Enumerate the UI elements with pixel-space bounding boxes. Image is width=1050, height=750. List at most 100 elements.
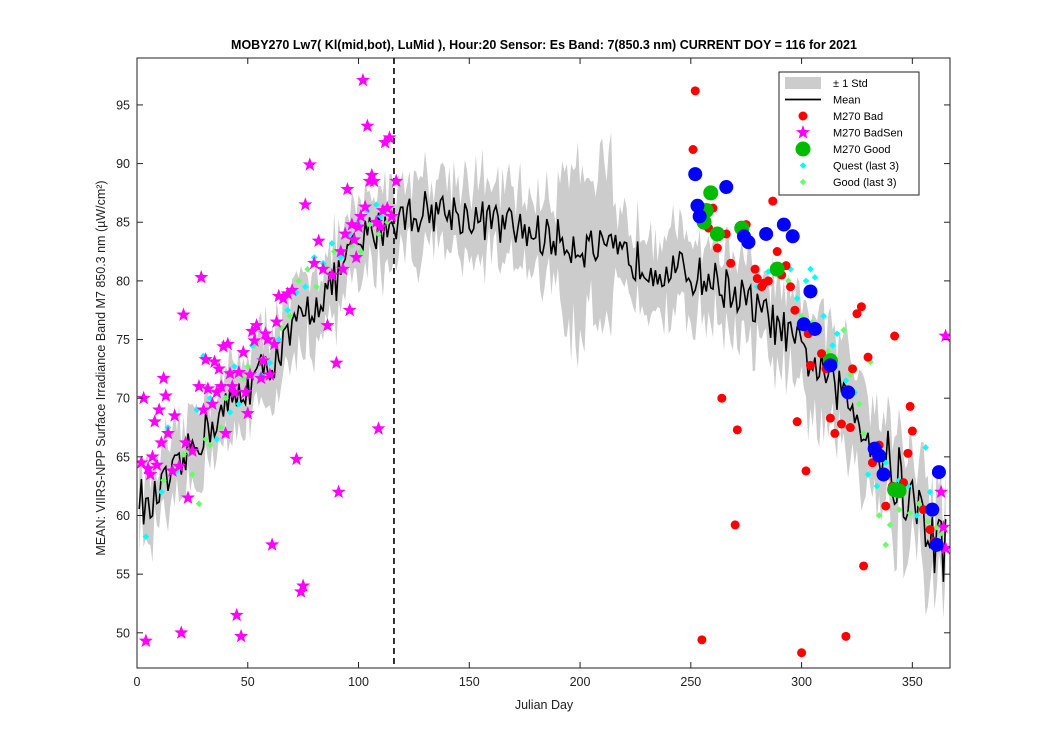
data-point-badsen — [240, 405, 255, 420]
data-point-good — [703, 185, 719, 201]
data-point-badsen — [371, 421, 386, 435]
data-point-badsen — [137, 455, 149, 469]
data-point-badsen — [316, 261, 331, 276]
data-point-badsen — [258, 326, 273, 340]
data-point-goodlast — [244, 363, 252, 370]
x-tick-label: 300 — [791, 675, 812, 689]
legend-marker — [798, 111, 808, 121]
data-point-badsen — [298, 197, 313, 211]
data-point-blue — [796, 317, 811, 332]
x-tick-label: 250 — [680, 675, 701, 689]
data-point-bad — [903, 448, 913, 458]
data-point-badsen — [238, 384, 253, 399]
legend-item-good: M270 Good — [795, 141, 890, 157]
data-point-bad — [717, 393, 727, 403]
x-tick-label: 350 — [902, 675, 923, 689]
data-point-badsen — [360, 118, 375, 133]
data-point-quest — [842, 377, 850, 384]
x-axis-label: Julian Day — [515, 698, 574, 712]
data-point-quest — [829, 342, 836, 349]
legend-marker — [795, 141, 811, 157]
data-point-bad — [752, 274, 762, 284]
data-point-badsen — [185, 443, 200, 457]
data-point-badsen — [141, 461, 156, 475]
legend-item-quest: Quest (last 3) — [799, 161, 899, 173]
data-point-badsen — [269, 314, 284, 328]
data-point-good — [709, 226, 725, 242]
data-point-bad — [863, 352, 873, 362]
data-point-badsen — [389, 173, 404, 188]
data-point-badsen — [355, 72, 370, 87]
data-point-blue — [692, 209, 707, 224]
data-point-badsen — [262, 367, 277, 381]
data-point-badsen — [265, 537, 280, 551]
data-point-blue — [807, 321, 822, 336]
data-point-quest — [213, 435, 221, 443]
data-point-quest — [807, 265, 814, 273]
data-point-goodlast — [202, 435, 209, 443]
data-point-good — [891, 483, 907, 499]
data-point-badsen — [256, 353, 271, 367]
data-point-quest — [142, 533, 150, 540]
data-point-badsen — [200, 381, 215, 395]
chart-title: MOBY270 Lw7( Kl(mid,bot), LuMid ), Hour:… — [231, 38, 857, 52]
data-point-badsen — [147, 414, 162, 428]
data-point-quest — [820, 312, 828, 320]
data-point-blue — [841, 385, 856, 400]
data-point-badsen — [207, 354, 222, 368]
legend-item-std: ± 1 Std — [785, 77, 868, 90]
data-point-bad — [830, 428, 840, 438]
x-tick-label: 100 — [348, 675, 369, 689]
y-tick-label: 70 — [116, 392, 130, 406]
data-point-bad — [859, 561, 869, 571]
data-point-badsen — [145, 449, 160, 463]
data-point-quest — [337, 254, 345, 261]
data-point-goodlast — [313, 283, 320, 291]
data-point-quest — [226, 408, 234, 416]
legend-item-goodlast: Good (last 3) — [799, 177, 897, 189]
data-point-badsen — [340, 182, 355, 196]
data-point-bad — [805, 360, 815, 370]
data-point-badsen — [329, 355, 344, 370]
data-point-goodlast — [330, 248, 338, 255]
data-point-blue — [931, 465, 946, 480]
data-point-badsen — [380, 200, 395, 215]
data-point-blue — [876, 467, 891, 482]
data-point-bad — [690, 86, 700, 96]
data-point-quest — [275, 336, 283, 343]
plot-content — [137, 58, 950, 668]
data-point-blue — [690, 198, 705, 213]
data-point-badsen — [289, 451, 304, 466]
data-point-badsen — [220, 336, 235, 351]
data-point-goodlast — [286, 312, 294, 320]
data-point-goodlast — [886, 521, 894, 529]
legend-item-bad: M270 Bad — [798, 111, 883, 123]
data-point-goodlast — [384, 218, 391, 226]
data-point-badsen — [231, 365, 246, 379]
data-point-badsen — [242, 367, 258, 381]
data-point-badsen — [143, 467, 158, 481]
data-point-badsen — [225, 379, 240, 393]
data-point-goodlast — [217, 424, 225, 431]
data-point-goodlast — [304, 265, 311, 273]
data-point-goodlast — [180, 451, 187, 458]
data-point-goodlast — [375, 230, 382, 238]
data-point-bad — [792, 417, 802, 427]
data-point-goodlast — [840, 326, 847, 334]
data-point-badsen — [218, 426, 233, 440]
data-point-goodlast — [860, 430, 867, 437]
legend-label: M270 Good — [833, 144, 890, 156]
data-point-bad — [836, 419, 846, 429]
legend: ± 1 Std Mean M270 Bad M270 BadSen M270 Good Q… — [778, 71, 920, 196]
data-point-goodlast — [160, 477, 167, 484]
data-point-badsen — [311, 233, 326, 248]
legend-item-mean: Mean — [785, 95, 861, 107]
data-point-blue — [759, 226, 774, 241]
data-point-badsen — [245, 323, 260, 338]
data-point-good — [769, 261, 785, 277]
legend-label: M270 BadSen — [833, 128, 903, 140]
data-point-blue — [803, 284, 818, 299]
data-point-badsen — [285, 282, 300, 297]
data-point-badsen — [267, 336, 282, 351]
data-point-badsen — [149, 457, 164, 472]
